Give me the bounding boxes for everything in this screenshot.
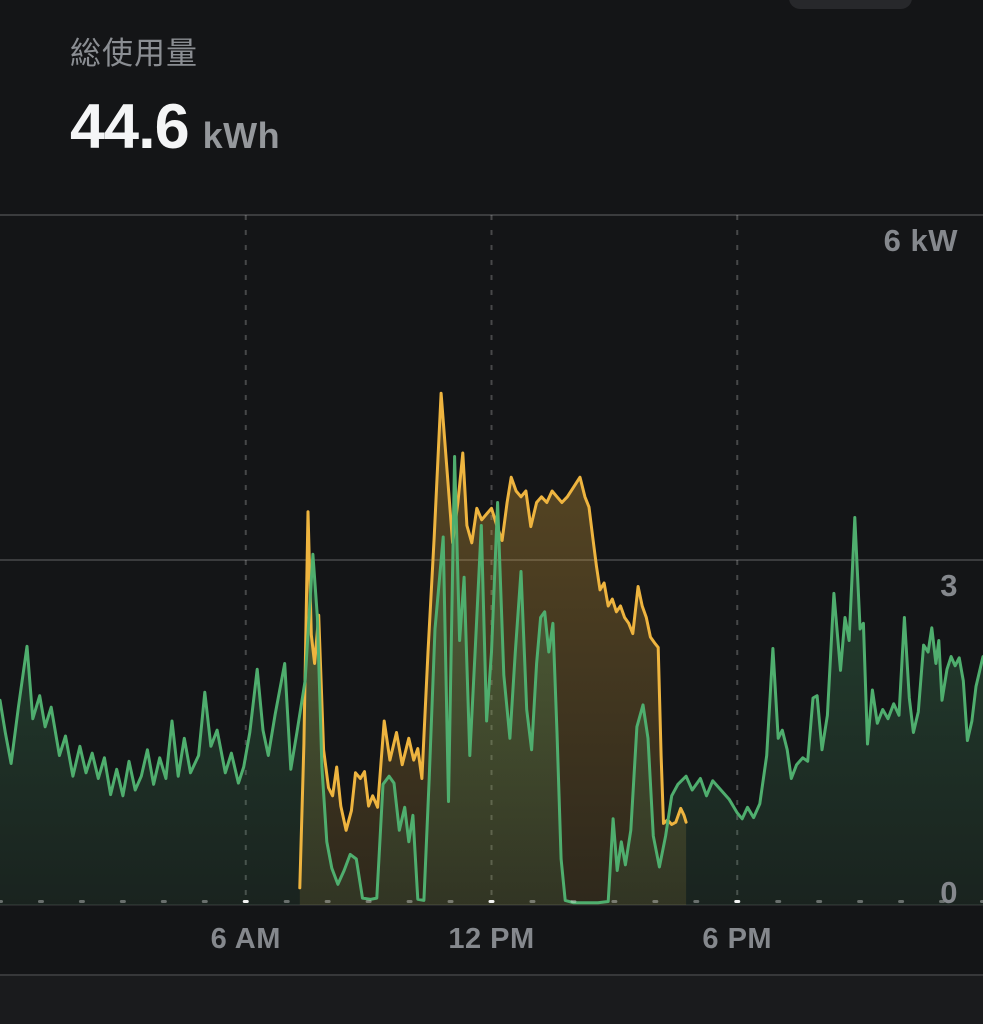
axis-tick-minor [693,900,700,903]
axis-tick-minor [775,900,782,903]
x-axis-label: 6 PM [702,923,772,955]
axis-tick-minor [652,900,659,903]
time-range-button-partial[interactable] [789,0,912,9]
axis-tick-minor [611,900,618,903]
axis-tick-minor [980,900,983,903]
x-axis-label: 6 AM [211,923,281,955]
yellow-production-series-line [298,391,688,890]
total-usage-unit: kWh [202,115,281,156]
axis-tick-minor [201,900,208,903]
green-usage-series-line [0,455,983,905]
axis-tick-minor [283,900,290,903]
axis-tick-minor [570,900,577,903]
axis-tick-major [242,900,249,903]
green-usage-series-area [0,456,983,905]
axis-tick-major [488,900,495,903]
total-usage-value: 44.6 [70,92,190,162]
axis-tick-minor [78,900,85,903]
x-axis-label: 12 PM [448,923,534,955]
chart-header: 総使用量 44.6 kWh [70,28,280,163]
y-axis-label: 3 [940,568,958,603]
total-usage-row: 44.6 kWh [70,91,280,163]
axis-tick-minor [898,900,905,903]
axis-tick-minor [406,900,413,903]
axis-tick-minor [447,900,454,903]
axis-tick-minor [529,900,536,903]
axis-tick-minor [816,900,823,903]
axis-tick-minor [0,900,3,903]
axis-tick-minor [939,900,946,903]
y-axis-label: 0 [940,875,958,910]
bottom-panel [0,974,983,1024]
axis-tick-minor [365,900,372,903]
axis-tick-minor [857,900,864,903]
axis-tick-major [734,900,741,903]
axis-tick-minor [37,900,44,903]
chart-title: 総使用量 [70,36,198,71]
axis-tick-minor [324,900,331,903]
axis-tick-minor [160,900,167,903]
axis-tick-minor [119,900,126,903]
y-axis-label: 6 kW [884,223,959,258]
